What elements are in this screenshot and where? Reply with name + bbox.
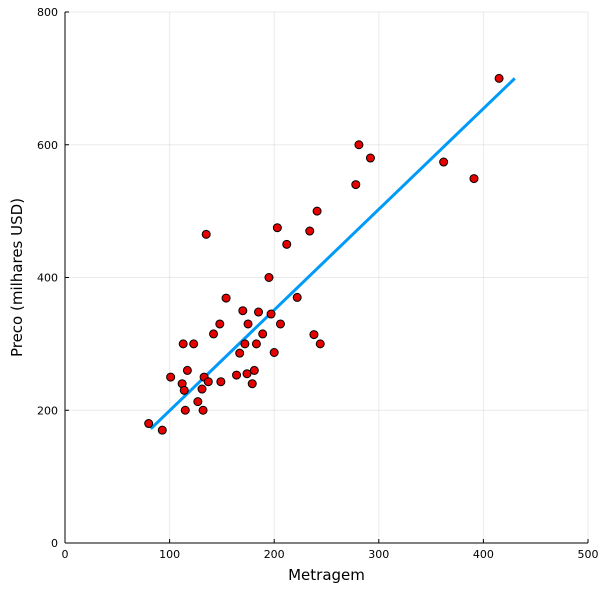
x-tick-label: 300 bbox=[368, 548, 389, 561]
data-points bbox=[144, 73, 504, 435]
data-point bbox=[193, 397, 203, 407]
y-tick-label: 0 bbox=[51, 537, 58, 550]
data-point bbox=[242, 369, 252, 379]
data-point bbox=[292, 292, 302, 302]
y-tick-label: 200 bbox=[37, 404, 58, 417]
data-point bbox=[243, 319, 253, 329]
data-point bbox=[282, 239, 292, 249]
data-point bbox=[232, 370, 242, 380]
data-point bbox=[209, 329, 219, 339]
x-tick-label: 400 bbox=[473, 548, 494, 561]
data-point bbox=[240, 339, 250, 349]
x-tick-label: 100 bbox=[159, 548, 180, 561]
data-point bbox=[305, 226, 315, 236]
axes: 0 100 200 300 400 500 0 200 400 600 800 bbox=[37, 6, 599, 561]
regression-line bbox=[149, 77, 516, 430]
data-point bbox=[351, 180, 361, 190]
data-point bbox=[469, 174, 479, 184]
data-point bbox=[247, 379, 257, 389]
data-point bbox=[180, 405, 190, 415]
x-tick-label: 200 bbox=[264, 548, 285, 561]
data-point bbox=[309, 330, 319, 340]
data-point bbox=[312, 206, 322, 216]
x-axis-label: Metragem bbox=[288, 566, 365, 584]
data-point bbox=[249, 365, 259, 375]
data-point bbox=[269, 348, 279, 358]
data-point bbox=[266, 309, 276, 319]
data-point bbox=[238, 306, 248, 316]
data-point bbox=[216, 377, 226, 387]
y-tick-label: 400 bbox=[37, 272, 58, 285]
data-point bbox=[182, 365, 192, 375]
data-point bbox=[315, 339, 325, 349]
data-point bbox=[235, 348, 245, 358]
data-point bbox=[157, 425, 167, 435]
data-point bbox=[178, 339, 188, 349]
fit-line-layer bbox=[149, 77, 516, 430]
data-point bbox=[203, 377, 213, 387]
data-point bbox=[198, 405, 208, 415]
data-point bbox=[189, 339, 199, 349]
data-point bbox=[201, 229, 211, 239]
data-point bbox=[215, 319, 225, 329]
data-point bbox=[439, 157, 449, 167]
data-point bbox=[275, 319, 285, 329]
data-point bbox=[144, 419, 154, 429]
data-point bbox=[494, 73, 504, 83]
x-tick-label: 0 bbox=[62, 548, 69, 561]
y-tick-label: 800 bbox=[37, 6, 58, 19]
data-point bbox=[258, 329, 268, 339]
data-point bbox=[251, 339, 261, 349]
y-tick-label: 600 bbox=[37, 139, 58, 152]
data-point bbox=[365, 153, 375, 163]
data-point bbox=[254, 307, 264, 317]
data-point bbox=[264, 273, 274, 282]
data-point bbox=[197, 384, 207, 394]
data-point bbox=[272, 223, 282, 233]
grid-lines bbox=[65, 11, 589, 543]
x-tick-label: 500 bbox=[578, 548, 599, 561]
data-point bbox=[354, 140, 364, 150]
y-axis-label: Preco (milhares USD) bbox=[8, 198, 26, 357]
data-point bbox=[179, 385, 189, 395]
data-point bbox=[221, 293, 231, 303]
data-point bbox=[166, 372, 176, 382]
